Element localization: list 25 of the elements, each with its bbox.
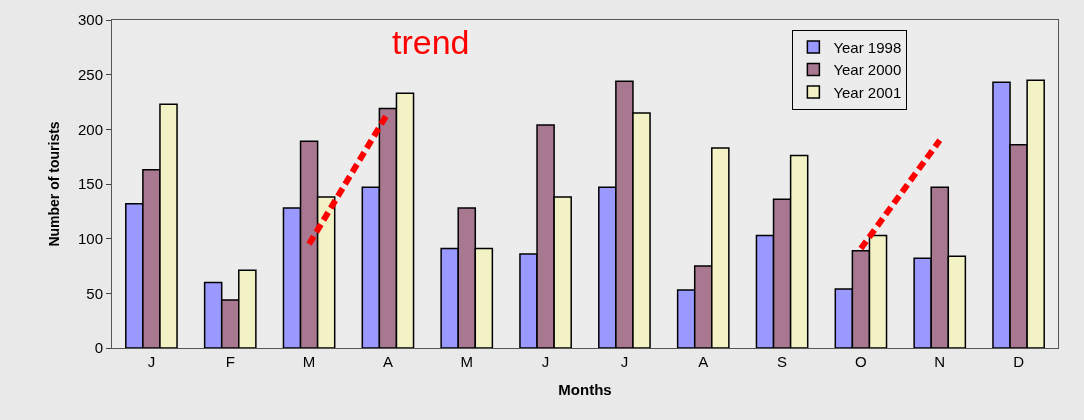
- x-tick-label: D: [1013, 353, 1025, 370]
- y-axis-title: Number of tourists: [45, 121, 62, 247]
- x-tick-label: M: [302, 353, 316, 370]
- x-tick-label: J: [620, 353, 629, 370]
- y-tick-label: 50: [86, 284, 103, 302]
- y-tick-label: 100: [77, 229, 103, 247]
- legend-label: Year 2001: [833, 83, 902, 101]
- x-tick-label: J: [147, 353, 156, 370]
- y-tick-label: 150: [77, 175, 103, 193]
- x-axis-title: Months: [558, 381, 612, 398]
- y-tick-label: 200: [77, 120, 103, 138]
- y-tick-label: 300: [77, 11, 103, 29]
- y-tick-label: 250: [77, 65, 103, 83]
- y-tick-label: 0: [94, 339, 103, 357]
- x-tick-label: S: [777, 353, 788, 370]
- x-tick-label: A: [382, 353, 393, 370]
- annotation: trend: [392, 23, 470, 61]
- legend-label: Year 1998: [833, 38, 902, 56]
- legend-label: Year 2000: [833, 61, 902, 79]
- x-tick-label: F: [225, 353, 235, 370]
- x-tick-label: J: [541, 353, 550, 370]
- x-tick-label: M: [460, 353, 473, 370]
- x-tick-label: O: [855, 353, 867, 370]
- x-tick-label: N: [934, 353, 946, 370]
- x-tick-label: A: [698, 353, 709, 370]
